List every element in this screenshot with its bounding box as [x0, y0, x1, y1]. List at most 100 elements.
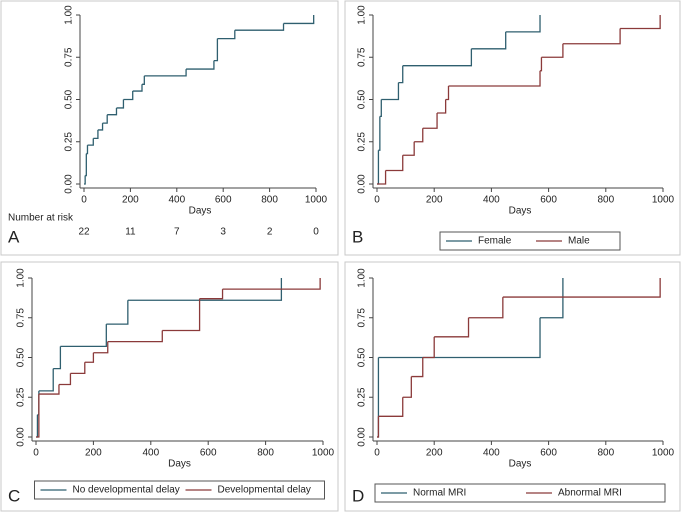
survival-step: [132, 84, 143, 92]
x-tick-label: 200: [122, 195, 139, 206]
panel-frame: [344, 0, 681, 256]
survival-step: [93, 129, 99, 140]
x-tick-label: 600: [540, 448, 557, 459]
y-tick-label: 1.00: [357, 5, 368, 25]
x-tick-label: 400: [142, 448, 159, 459]
x-tick-label: 1000: [305, 195, 328, 206]
x-axis-label: Days: [168, 459, 191, 470]
survival-step: [422, 336, 435, 359]
survival-step: [445, 85, 450, 101]
legend-label: Abnormal MRI: [558, 488, 622, 499]
survival-step: [379, 99, 382, 118]
survival-step: [234, 23, 285, 31]
survival-step: [377, 416, 380, 438]
survival-step: [468, 297, 504, 319]
survival-step: [540, 57, 543, 72]
x-tick-label: 800: [597, 195, 614, 206]
survival-step: [562, 28, 621, 45]
y-tick-label: 0.00: [357, 174, 368, 194]
legend-box: [439, 231, 621, 251]
y-tick-label: 0.75: [357, 47, 368, 67]
survival-step: [434, 317, 470, 338]
x-tick-label: 1000: [652, 195, 675, 206]
x-axis-label: Days: [189, 206, 212, 217]
y-tick-label: 0.50: [16, 347, 27, 367]
survival-step: [107, 107, 118, 116]
y-tick-label: 0.75: [16, 308, 27, 328]
survival-step: [38, 384, 60, 395]
risk-count: 2: [267, 227, 273, 238]
survival-step: [58, 373, 72, 386]
y-tick-label: 1.00: [357, 268, 368, 288]
survival-step: [87, 138, 94, 146]
survival-step: [414, 128, 424, 143]
survival-step: [85, 153, 87, 177]
y-tick-label: 0.00: [16, 427, 27, 447]
survival-step: [385, 155, 404, 172]
y-tick-label: 0.75: [64, 47, 75, 67]
survival-step: [402, 141, 415, 156]
panel-letter: D: [352, 486, 364, 505]
risk-count: 7: [174, 227, 180, 238]
x-tick-label: 400: [483, 195, 500, 206]
survival-step: [378, 317, 541, 359]
legend-label: Female: [478, 236, 512, 247]
panel-frame: [344, 261, 681, 512]
survival-step: [377, 170, 387, 185]
panel-letter: A: [8, 227, 20, 246]
panel-frame: [0, 261, 339, 512]
survival-step: [116, 99, 125, 109]
survival-step: [70, 362, 86, 375]
survival-step: [86, 145, 89, 155]
survival-step: [186, 60, 215, 70]
legend-label: Developmental delay: [218, 485, 311, 496]
survival-step: [123, 91, 134, 101]
survival-step: [411, 357, 424, 378]
survival-step: [283, 15, 315, 25]
survival-step: [36, 394, 40, 438]
y-tick-label: 0.00: [357, 427, 368, 447]
y-tick-label: 0.25: [16, 387, 27, 407]
survival-step: [217, 30, 236, 40]
y-tick-label: 0.50: [64, 89, 75, 109]
survival-step: [36, 414, 39, 438]
survival-step: [127, 278, 283, 301]
survival-step: [84, 352, 95, 363]
survival-step: [448, 70, 541, 87]
x-axis-label: Days: [509, 206, 532, 217]
y-tick-label: 0.25: [357, 132, 368, 152]
legend-label: Normal MRI: [413, 488, 466, 499]
y-tick-label: 0.25: [357, 387, 368, 407]
x-tick-label: 800: [257, 448, 274, 459]
survival-step: [162, 298, 201, 332]
survival-step: [398, 65, 404, 84]
x-tick-label: 600: [540, 195, 557, 206]
survival-step: [377, 150, 380, 185]
x-tick-label: 0: [374, 448, 380, 459]
survival-step: [213, 38, 219, 62]
x-tick-label: 200: [426, 448, 443, 459]
legend-box: [374, 483, 666, 503]
y-tick-label: 1.00: [64, 5, 75, 25]
x-tick-label: 0: [33, 448, 39, 459]
y-tick-label: 0.75: [357, 308, 368, 328]
survival-step: [402, 376, 412, 398]
y-tick-label: 0.25: [64, 132, 75, 152]
legend-box: [34, 480, 325, 500]
survival-step: [471, 31, 507, 50]
survival-step: [102, 114, 108, 124]
survival-step: [541, 43, 564, 58]
survival-step: [505, 15, 541, 33]
panel-letter: B: [352, 227, 363, 246]
survival-step: [620, 15, 661, 30]
survival-step: [381, 82, 400, 101]
y-tick-label: 1.00: [16, 268, 27, 288]
survival-step: [378, 116, 381, 151]
panel-letter: C: [8, 486, 20, 505]
survival-step: [93, 341, 109, 354]
legend-label: Male: [568, 236, 590, 247]
x-tick-label: 600: [200, 448, 217, 459]
survival-step: [107, 330, 163, 343]
survival-step: [540, 278, 564, 319]
